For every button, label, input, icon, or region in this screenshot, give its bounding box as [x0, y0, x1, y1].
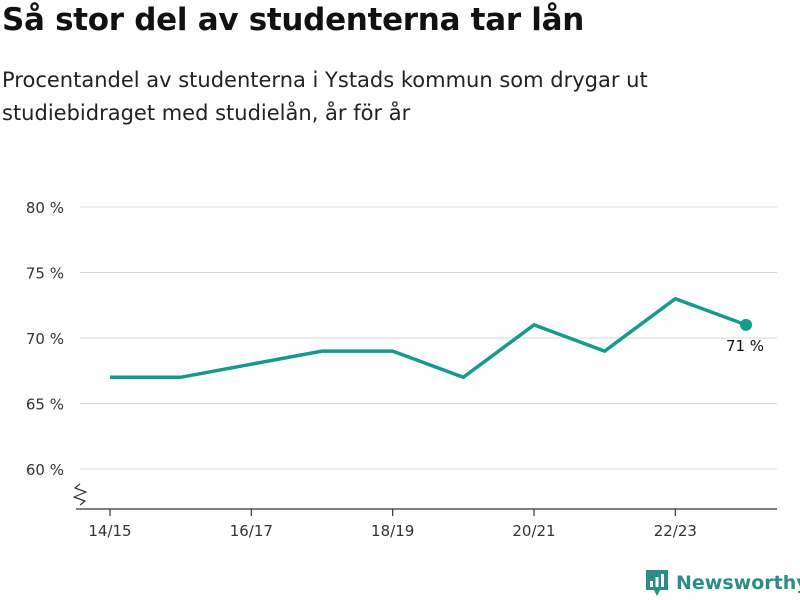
y-tick-label: 60 %	[26, 461, 64, 479]
y-tick-label: 70 %	[26, 330, 64, 348]
y-tick-label: 65 %	[26, 396, 64, 414]
brand-name: Newsworthy	[676, 572, 800, 594]
x-tick-label: 20/21	[512, 522, 555, 540]
line-chart: 60 % 65 % 70 % 75 % 80 % 14/15 16/17 18/19 20/21…	[26, 199, 777, 540]
y-tick-label: 75 %	[26, 265, 64, 283]
y-tick-label: 80 %	[26, 199, 64, 217]
x-tick-label: 18/19	[371, 522, 414, 540]
chart-subtitle: Procentandel av studenterna i Ystads kom…	[2, 68, 648, 125]
newsworthy-logo: Newsworthy	[644, 568, 800, 598]
axis-break-icon	[73, 483, 87, 506]
chart-title: Så stor del av studenterna tar lån	[2, 2, 585, 38]
x-tick-label: 22/23	[654, 522, 697, 540]
end-value-label: 71 %	[726, 337, 764, 355]
x-tick-label: 16/17	[230, 522, 273, 540]
end-point-marker	[740, 318, 752, 331]
series-line	[110, 296, 747, 380]
newsworthy-icon	[646, 570, 668, 596]
x-tick-label: 14/15	[88, 522, 131, 540]
